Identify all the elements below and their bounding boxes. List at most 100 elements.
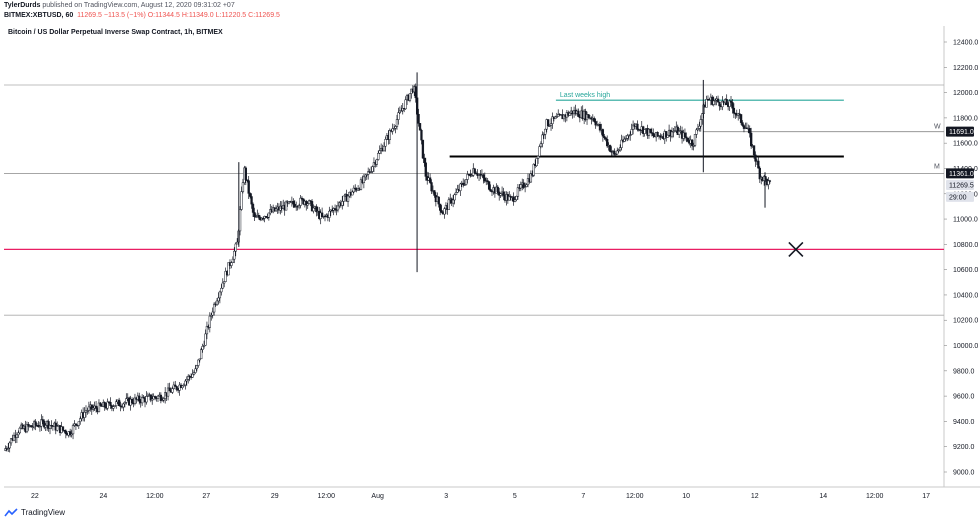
candle-body xyxy=(80,412,83,419)
candle-body xyxy=(53,422,56,427)
candle-body xyxy=(534,164,537,166)
candle-body xyxy=(71,425,75,435)
candle-body xyxy=(410,88,413,94)
candle-body xyxy=(284,201,288,211)
candle-body xyxy=(654,131,658,138)
candle-body xyxy=(698,125,701,129)
candle-body xyxy=(205,325,209,335)
candle-body xyxy=(489,189,492,192)
candle-body xyxy=(110,405,114,409)
candle-body xyxy=(263,216,266,219)
candle-body xyxy=(328,210,331,218)
candle-body xyxy=(755,160,759,163)
candle-body xyxy=(372,162,376,167)
y-tick-label: 10600.0 xyxy=(953,267,978,274)
symbol-info: BITMEX:XBTUSD, 60 11269.5 −113.5 (−1%) O… xyxy=(4,12,280,19)
candle-body xyxy=(696,128,700,131)
candle-body xyxy=(289,201,292,203)
candle-body xyxy=(493,187,497,194)
candle-body xyxy=(498,191,501,196)
candle-body xyxy=(37,425,40,428)
candle-body xyxy=(228,262,232,266)
x-tick-label: 12 xyxy=(751,493,759,500)
candle-body xyxy=(624,138,628,140)
candle-body xyxy=(577,110,580,117)
candle-body xyxy=(130,398,134,404)
x-tick-label: 12:00 xyxy=(317,493,335,500)
candle-body xyxy=(21,424,24,429)
tradingview-footer[interactable]: TradingView xyxy=(4,508,65,517)
candle-body xyxy=(371,166,374,172)
candle-body xyxy=(414,86,417,99)
last-price: 11269.5 xyxy=(77,12,102,19)
candle-body xyxy=(54,422,57,431)
candle-body xyxy=(5,448,8,450)
candle-body xyxy=(603,135,606,138)
candle-body xyxy=(352,187,355,193)
candle-body xyxy=(538,146,541,157)
candle-body xyxy=(581,110,584,120)
candle-body xyxy=(551,116,554,124)
candle-body xyxy=(361,179,364,183)
candle-body xyxy=(269,209,272,214)
candle-body xyxy=(392,128,396,130)
candle-body xyxy=(724,99,727,104)
candle-body xyxy=(688,141,691,144)
candle-body xyxy=(149,394,152,401)
candle-body xyxy=(251,203,255,213)
candle-body xyxy=(48,425,52,429)
candle-body xyxy=(441,212,445,215)
candle-body xyxy=(606,139,609,147)
candle-body xyxy=(503,195,507,201)
price-tag-label: 11361.0 xyxy=(949,171,974,178)
candle-body xyxy=(660,136,664,138)
candle-body xyxy=(339,202,342,206)
candle-body xyxy=(669,129,672,137)
x-tick-label: 12:00 xyxy=(146,493,164,500)
price-tag-bg xyxy=(946,126,974,137)
candle-body xyxy=(15,434,19,438)
candle-body xyxy=(644,128,648,130)
candle-body xyxy=(548,125,551,127)
candle-body xyxy=(709,96,713,101)
candle-body xyxy=(620,139,623,148)
candle-body xyxy=(758,167,761,180)
candle-body xyxy=(74,423,78,426)
candle-body xyxy=(326,214,330,218)
candle-body xyxy=(215,300,219,305)
y-tick-label: 11400.0 xyxy=(953,166,978,173)
candle-body xyxy=(171,388,174,393)
candle-body xyxy=(192,372,196,375)
candle-body xyxy=(639,129,642,131)
candle-body xyxy=(391,128,394,132)
candle-body xyxy=(610,151,613,153)
candle-body xyxy=(138,395,141,402)
candle-body xyxy=(333,208,337,210)
candle-body xyxy=(446,205,449,210)
candle-body xyxy=(189,376,193,378)
candle-body xyxy=(254,216,258,218)
candle-body xyxy=(469,174,472,177)
candle-body xyxy=(575,110,579,114)
candle-body xyxy=(24,425,27,433)
candle-body xyxy=(561,114,564,120)
candle-body xyxy=(408,93,412,101)
y-tick-label: 11000.0 xyxy=(953,217,978,224)
candle-body xyxy=(508,196,511,201)
candle-body xyxy=(725,99,728,106)
candle-body xyxy=(295,205,298,208)
candle-body xyxy=(570,110,573,114)
candle-body xyxy=(417,114,420,124)
candle-body xyxy=(329,209,332,212)
candle-body xyxy=(11,438,14,441)
candle-body xyxy=(241,182,245,192)
candle-body xyxy=(670,131,674,137)
price-tag-bg xyxy=(946,168,974,179)
candle-body xyxy=(652,132,655,136)
candle-body xyxy=(286,201,289,204)
candle-body xyxy=(368,171,371,173)
candle-body xyxy=(682,132,685,139)
candle-body xyxy=(152,396,155,400)
candle-body xyxy=(437,196,440,205)
